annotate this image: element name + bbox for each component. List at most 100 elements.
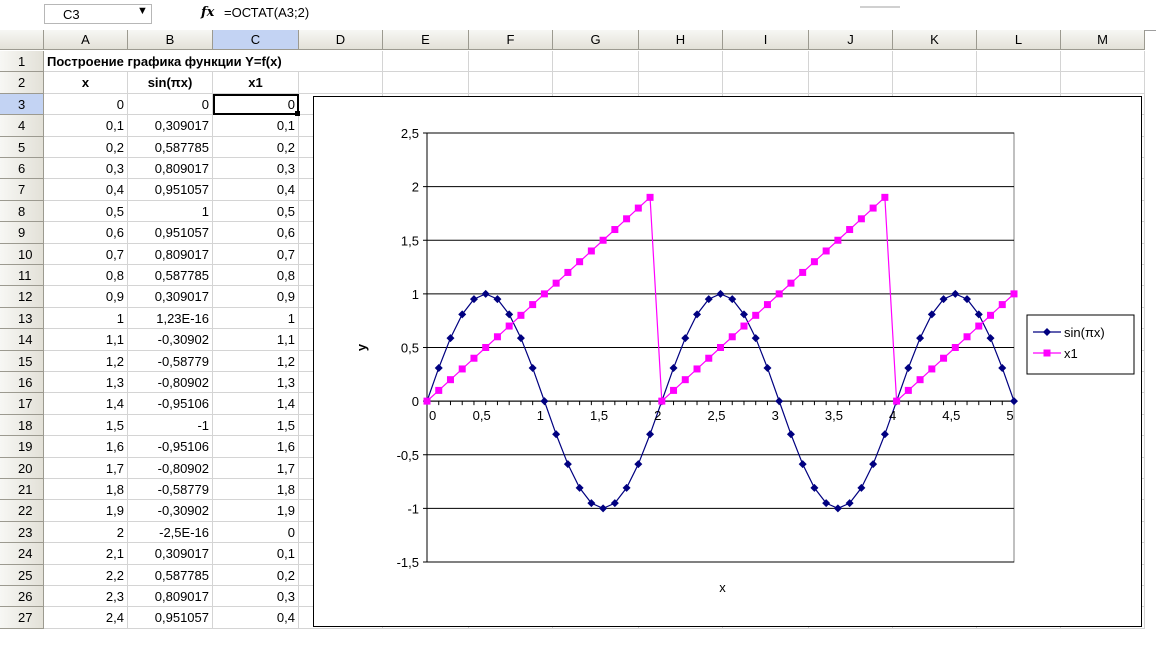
cell-c21[interactable]: 1,8	[213, 479, 299, 501]
row-header[interactable]: 12	[0, 286, 44, 308]
cell-c4[interactable]: 0,1	[213, 115, 299, 137]
cell-c15[interactable]: 1,2	[213, 350, 299, 372]
cell-c24[interactable]: 0,1	[213, 543, 299, 565]
cell-a24[interactable]: 2,1	[44, 543, 128, 565]
cell-a25[interactable]: 2,2	[44, 564, 128, 586]
cell-a11[interactable]: 0,8	[44, 265, 128, 287]
cell[interactable]	[893, 51, 977, 73]
cell[interactable]	[1061, 72, 1145, 94]
cell-b11[interactable]: 0,587785	[128, 265, 213, 287]
cell-c12[interactable]: 0,9	[213, 286, 299, 308]
column-header-k[interactable]: K	[893, 30, 977, 50]
cell-b14[interactable]: -0,30902	[128, 329, 213, 351]
column-header-e[interactable]: E	[383, 30, 469, 50]
cell-b12[interactable]: 0,309017	[128, 286, 213, 308]
row-header[interactable]: 24	[0, 543, 44, 565]
cell[interactable]	[639, 51, 723, 73]
cell-a3[interactable]: 0	[44, 93, 128, 116]
row-header[interactable]: 3	[0, 93, 44, 116]
cell-a22[interactable]: 1,9	[44, 500, 128, 522]
cell-c23[interactable]: 0	[213, 521, 299, 544]
row-header[interactable]: 4	[0, 115, 44, 137]
cell-b15[interactable]: -0,58779	[128, 350, 213, 372]
cell-b1[interactable]	[128, 51, 213, 73]
cell-a20[interactable]: 1,7	[44, 457, 128, 479]
cell-b9[interactable]: 0,951057	[128, 222, 213, 244]
cell-a18[interactable]: 1,5	[44, 414, 128, 437]
cell-b25[interactable]: 0,587785	[128, 564, 213, 586]
row-header[interactable]: 21	[0, 479, 44, 501]
row-header[interactable]: 20	[0, 457, 44, 479]
cell-a21[interactable]: 1,8	[44, 479, 128, 501]
cell-a23[interactable]: 2	[44, 521, 128, 544]
column-header-g[interactable]: G	[553, 30, 639, 50]
cell[interactable]	[299, 51, 383, 73]
cell-c9[interactable]: 0,6	[213, 222, 299, 244]
cell-b16[interactable]: -0,80902	[128, 372, 213, 394]
cell-a26[interactable]: 2,3	[44, 586, 128, 608]
cell-b21[interactable]: -0,58779	[128, 479, 213, 501]
column-header-f[interactable]: F	[469, 30, 553, 50]
column-header-h[interactable]: H	[639, 30, 723, 50]
cell-c14[interactable]: 1,1	[213, 329, 299, 351]
cell-b8[interactable]: 1	[128, 200, 213, 223]
cell-c10[interactable]: 0,7	[213, 243, 299, 265]
row-header[interactable]: 11	[0, 265, 44, 287]
cell[interactable]	[977, 72, 1061, 94]
cell-c26[interactable]: 0,3	[213, 586, 299, 608]
column-header-m[interactable]: M	[1061, 30, 1145, 50]
cell-b20[interactable]: -0,80902	[128, 457, 213, 479]
name-box[interactable]: C3 ▼	[44, 4, 152, 24]
row-header[interactable]: 25	[0, 564, 44, 586]
cell-a13[interactable]: 1	[44, 307, 128, 330]
cell-c18[interactable]: 1,5	[213, 414, 299, 437]
cell-c3[interactable]: 0	[213, 93, 299, 116]
cell[interactable]	[299, 72, 383, 94]
row-header[interactable]: 1	[0, 51, 44, 73]
cell-b4[interactable]: 0,309017	[128, 115, 213, 137]
formula-input[interactable]: =ОСТАТ(A3;2)	[224, 5, 310, 20]
row-header[interactable]: 2	[0, 72, 44, 94]
cell-c8[interactable]: 0,5	[213, 200, 299, 223]
cell-a15[interactable]: 1,2	[44, 350, 128, 372]
cell[interactable]	[723, 51, 809, 73]
row-header[interactable]: 6	[0, 158, 44, 180]
cell-b13[interactable]: 1,23E-16	[128, 307, 213, 330]
row-header[interactable]: 8	[0, 200, 44, 223]
column-header-i[interactable]: I	[723, 30, 809, 50]
cell-b6[interactable]: 0,809017	[128, 158, 213, 180]
cell-b23[interactable]: -2,5E-16	[128, 521, 213, 544]
cell[interactable]	[553, 72, 639, 94]
cell[interactable]	[639, 72, 723, 94]
cell-c11[interactable]: 0,8	[213, 265, 299, 287]
cell-b22[interactable]: -0,30902	[128, 500, 213, 522]
cell-b24[interactable]: 0,309017	[128, 543, 213, 565]
cell[interactable]	[893, 72, 977, 94]
cell[interactable]	[809, 72, 893, 94]
cell[interactable]	[469, 51, 553, 73]
row-header[interactable]: 13	[0, 307, 44, 330]
row-header[interactable]: 7	[0, 179, 44, 201]
cell-a1[interactable]: Построение графика функции Y=f(x)	[44, 51, 282, 73]
row-header[interactable]: 27	[0, 607, 44, 629]
cell-c22[interactable]: 1,9	[213, 500, 299, 522]
column-header-a[interactable]: A	[44, 30, 128, 50]
row-header[interactable]: 26	[0, 586, 44, 608]
cell-a14[interactable]: 1,1	[44, 329, 128, 351]
cell-b3[interactable]: 0	[128, 93, 213, 116]
column-header-d[interactable]: D	[299, 30, 383, 50]
cell-c7[interactable]: 0,4	[213, 179, 299, 201]
cell[interactable]	[809, 51, 893, 73]
cell-b18[interactable]: -1	[128, 414, 213, 437]
cell-c25[interactable]: 0,2	[213, 564, 299, 586]
cell-b2[interactable]: sin(πx)	[128, 72, 213, 94]
row-header[interactable]: 15	[0, 350, 44, 372]
cell-c20[interactable]: 1,7	[213, 457, 299, 479]
cell[interactable]	[383, 51, 469, 73]
chart-area[interactable]: 2,5 2 1,5 1 0,5 0 -0,5 -1 -1,5 0 0,5 1 1,5 2 2,5 3 3,5 4 4…	[313, 96, 1142, 627]
column-header-l[interactable]: L	[977, 30, 1061, 50]
cell-c1[interactable]	[213, 51, 299, 73]
cell-a5[interactable]: 0,2	[44, 136, 128, 158]
column-header-j[interactable]: J	[809, 30, 893, 50]
chevron-down-icon[interactable]: ▼	[137, 5, 148, 17]
